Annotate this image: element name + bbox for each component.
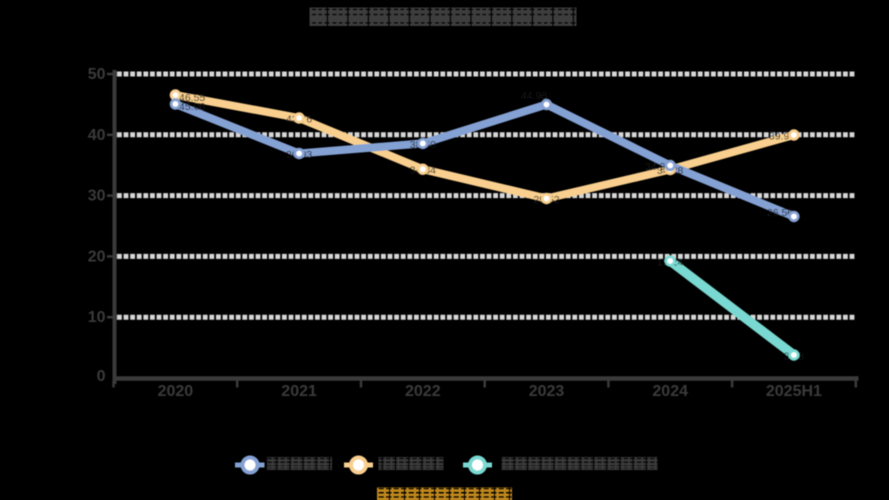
svg-text:2025H1: 2025H1 bbox=[766, 383, 822, 400]
svg-text:2024: 2024 bbox=[652, 383, 688, 400]
svg-text:44.98: 44.98 bbox=[521, 90, 547, 102]
svg-text:26.56: 26.56 bbox=[767, 207, 793, 219]
svg-text:40: 40 bbox=[88, 127, 106, 144]
svg-text:2021: 2021 bbox=[281, 383, 317, 400]
svg-text:46.55: 46.55 bbox=[179, 92, 205, 104]
svg-text:2020: 2020 bbox=[158, 383, 194, 400]
svg-text:2023: 2023 bbox=[529, 383, 565, 400]
svg-text:30: 30 bbox=[88, 188, 106, 205]
svg-text:2022: 2022 bbox=[405, 383, 441, 400]
svg-text:10: 10 bbox=[88, 309, 106, 326]
svg-text:45.06: 45.06 bbox=[179, 101, 205, 113]
svg-text:20: 20 bbox=[88, 248, 106, 265]
svg-text:0: 0 bbox=[97, 368, 106, 385]
svg-text:50: 50 bbox=[88, 66, 106, 83]
